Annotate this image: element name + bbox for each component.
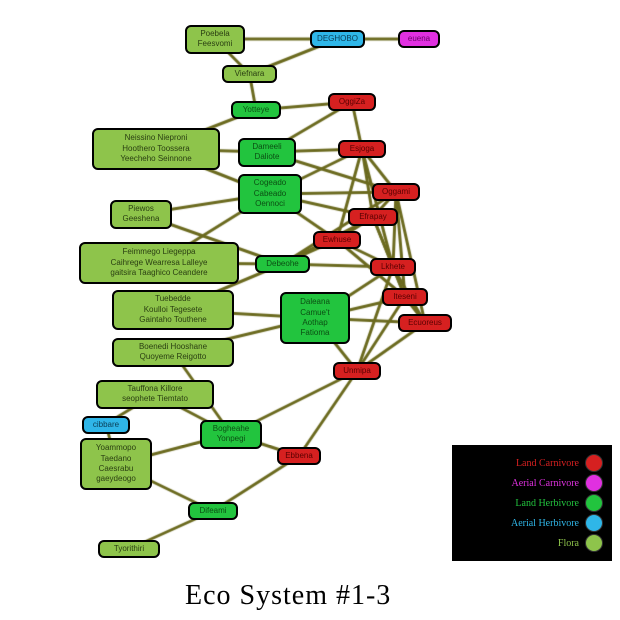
legend-row: Aerial Carnivore bbox=[461, 474, 603, 492]
node-viefnara: Viefnara bbox=[222, 65, 277, 83]
node-label: Yonpegi bbox=[217, 434, 246, 444]
node-caihrege: Feimmego LiegeppaCaihrege Wearresa Lalle… bbox=[79, 242, 239, 284]
node-deghobo: DEGHOBO bbox=[310, 30, 365, 48]
node-label: Ecuoreus bbox=[408, 318, 442, 328]
node-oggami: Oggami bbox=[372, 183, 420, 201]
diagram-title: Eco System #1-3 bbox=[185, 580, 391, 612]
node-label: Geeshena bbox=[123, 214, 160, 224]
node-label: Viefnara bbox=[235, 69, 265, 79]
node-label: Caihrege Wearresa Lalleye bbox=[111, 258, 208, 268]
node-dameeli: DameeliDaliote bbox=[238, 138, 296, 167]
legend-swatch bbox=[585, 534, 603, 552]
node-label: Camue't bbox=[300, 308, 330, 318]
node-difeami: Difeami bbox=[188, 502, 238, 520]
node-yotteye: Yotteye bbox=[231, 101, 281, 119]
node-label: euena bbox=[408, 34, 430, 44]
node-label: cibbare bbox=[93, 420, 119, 430]
node-label: Hoothero Toossera bbox=[122, 144, 189, 154]
node-label: Daliote bbox=[255, 152, 280, 162]
node-cibbare: cibbare bbox=[82, 416, 130, 434]
legend-swatch bbox=[585, 454, 603, 472]
node-label: Aothap bbox=[302, 318, 327, 328]
node-piewos: PiewosGeeshena bbox=[110, 200, 172, 229]
node-iteseni: Iteseni bbox=[382, 288, 428, 306]
node-label: Esjoga bbox=[350, 144, 374, 154]
node-ecuoreus: Ecuoreus bbox=[398, 314, 452, 332]
node-label: OggiZa bbox=[339, 97, 365, 107]
legend-label: Aerial Carnivore bbox=[512, 478, 579, 489]
node-label: Boenedi Hooshane bbox=[139, 342, 207, 352]
node-label: DEGHOBO bbox=[317, 34, 358, 44]
node-bogheahe: BogheaheYonpegi bbox=[200, 420, 262, 449]
node-label: Daleana bbox=[300, 297, 330, 307]
node-unmipa: Unmipa bbox=[333, 362, 381, 380]
node-efrapay: Efrapay bbox=[348, 208, 398, 226]
legend-label: Land Carnivore bbox=[516, 458, 579, 469]
node-label: Neissino Nieproni bbox=[125, 133, 188, 143]
node-label: Tuebedde bbox=[155, 294, 191, 304]
node-boenedi: Boenedi HooshaneQuoyeme Reigotto bbox=[112, 338, 234, 367]
node-poebela: PoebelaFeesvomi bbox=[185, 25, 245, 54]
node-label: Ebbena bbox=[285, 451, 313, 461]
node-label: Yeecheho Seinnone bbox=[120, 154, 191, 164]
node-label: Unmipa bbox=[343, 366, 371, 376]
node-oggiza: OggiZa bbox=[328, 93, 376, 111]
node-ebbena: Ebbena bbox=[277, 447, 321, 465]
legend-row: Aerial Herbivore bbox=[461, 514, 603, 532]
node-label: Iteseni bbox=[393, 292, 417, 302]
node-tyorithiri: Tyorithiri bbox=[98, 540, 160, 558]
node-label: Quoyeme Reigotto bbox=[140, 352, 207, 362]
node-label: Debeohe bbox=[266, 259, 298, 269]
node-label: Fatioma bbox=[301, 328, 330, 338]
node-label: Yotteye bbox=[243, 105, 269, 115]
legend-swatch bbox=[585, 514, 603, 532]
node-label: Bogheahe bbox=[213, 424, 249, 434]
node-label: gaitsira Taaghico Ceandere bbox=[110, 268, 207, 278]
legend-swatch bbox=[585, 494, 603, 512]
node-ewhuse: Ewhuse bbox=[313, 231, 361, 249]
node-daleana: DaleanaCamue'tAothapFatioma bbox=[280, 292, 350, 344]
legend-label: Flora bbox=[558, 538, 579, 549]
node-label: Cabeado bbox=[254, 189, 286, 199]
node-label: Feimmego Liegeppa bbox=[123, 247, 196, 257]
node-label: Oggami bbox=[382, 187, 410, 197]
node-yoammopo: YoammopoTaedanoCaesrabugaeydeogo bbox=[80, 438, 152, 490]
node-label: Difeami bbox=[199, 506, 226, 516]
node-label: Gaintaho Touthene bbox=[139, 315, 206, 325]
node-label: Tauffona Killore bbox=[128, 384, 183, 394]
legend-label: Aerial Herbivore bbox=[511, 518, 579, 529]
legend-row: Flora bbox=[461, 534, 603, 552]
node-label: Caesrabu bbox=[99, 464, 134, 474]
legend-box: Land Carnivore Aerial Carnivore Land Herbi… bbox=[452, 445, 612, 561]
node-label: Tyorithiri bbox=[114, 544, 144, 554]
node-label: Oennoci bbox=[255, 199, 285, 209]
node-label: Ewhuse bbox=[323, 235, 351, 245]
node-label: Taedano bbox=[101, 454, 132, 464]
node-tauffona: Tauffona Killoreseophete Tiemtato bbox=[96, 380, 214, 409]
node-label: Feesvomi bbox=[198, 39, 233, 49]
node-label: Dameeli bbox=[252, 142, 281, 152]
node-tuebedde: TuebeddeKoulloi TegeseteGaintaho Touthen… bbox=[112, 290, 234, 330]
node-euena: euena bbox=[398, 30, 440, 48]
node-label: Yoammopo bbox=[96, 443, 136, 453]
node-label: Koulloi Tegesete bbox=[144, 305, 203, 315]
node-debeohe: Debeohe bbox=[255, 255, 310, 273]
legend-row: Land Carnivore bbox=[461, 454, 603, 472]
node-neissino: Neissino NieproniHoothero ToosseraYeeche… bbox=[92, 128, 220, 170]
node-label: Cogeado bbox=[254, 178, 286, 188]
node-cogeado: CogeadoCabeadoOennoci bbox=[238, 174, 302, 214]
node-label: Lkhete bbox=[381, 262, 405, 272]
node-label: gaeydeogo bbox=[96, 474, 136, 484]
node-label: Poebela bbox=[200, 29, 229, 39]
legend-label: Land Herbivore bbox=[515, 498, 579, 509]
legend-swatch bbox=[585, 474, 603, 492]
node-label: Piewos bbox=[128, 204, 154, 214]
legend-row: Land Herbivore bbox=[461, 494, 603, 512]
node-label: seophete Tiemtato bbox=[122, 394, 188, 404]
node-lkhete: Lkhete bbox=[370, 258, 416, 276]
node-label: Efrapay bbox=[359, 212, 387, 222]
node-esjoga: Esjoga bbox=[338, 140, 386, 158]
